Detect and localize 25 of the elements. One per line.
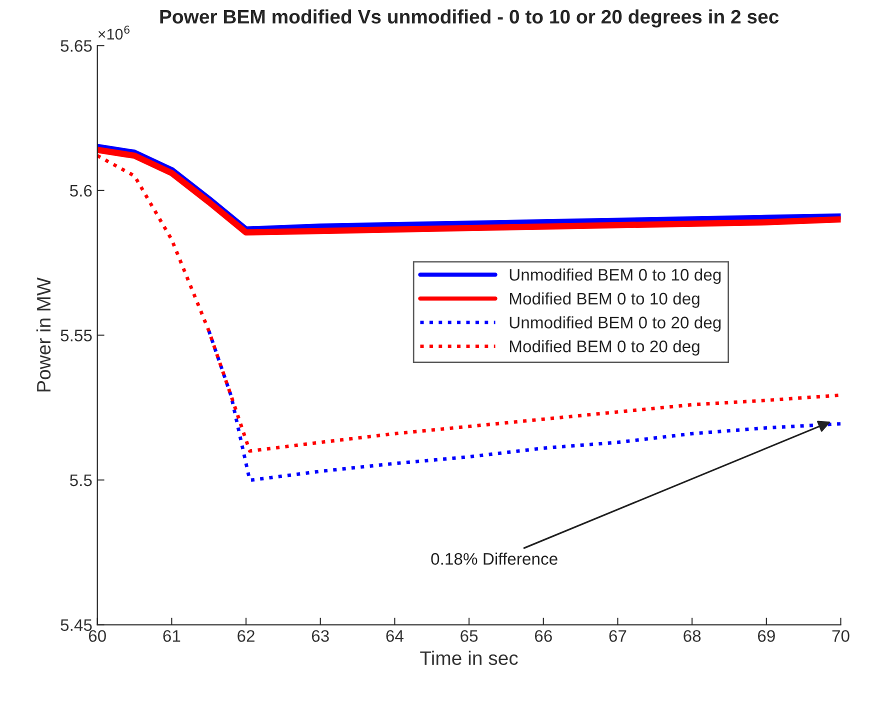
x-tick-label: 63 [312, 630, 329, 642]
x-axis-title: Time in sec [420, 650, 518, 666]
x-tick-label: 69 [758, 630, 775, 642]
y-tick-label: 5.45 [60, 619, 92, 631]
x-tick-label: 62 [238, 630, 254, 642]
x-tick-label: 70 [832, 630, 850, 642]
legend-label: Unmodified BEM 0 to 20 deg [510, 316, 721, 332]
x-tick-label: 67 [609, 630, 626, 642]
x-tick-label: 64 [386, 630, 404, 642]
x-tick-label: 66 [534, 630, 552, 642]
y-tick-label: 5.65 [60, 40, 92, 52]
y-tick-label: 5.5 [70, 474, 92, 486]
legend-label: Modified BEM 0 to 20 deg [510, 340, 700, 356]
x-tick-label: 60 [88, 630, 106, 642]
x-tick-label: 61 [163, 630, 180, 642]
x-tick-label: 68 [684, 630, 701, 642]
text: ×10$^{6}$ [98, 26, 130, 40]
legend-label: Modified BEM 0 to 10 deg [510, 292, 700, 308]
y-tick-label: 5.55 [60, 330, 92, 342]
y-tick-label: 5.6 [70, 184, 92, 197]
y-axis-title: Power in MW [36, 277, 51, 392]
annotation: 0.18% Difference [431, 552, 558, 565]
chart-title: Power BEM modified Vs unmodified - 0 to 10 or 20 degrees in 2 sec [160, 9, 779, 28]
x-tick-label: 65 [460, 630, 478, 642]
legend-label: Unmodified BEM 0 to 10 deg [510, 268, 721, 284]
